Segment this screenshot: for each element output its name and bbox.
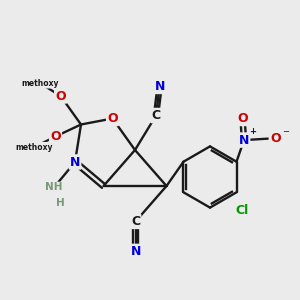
Text: C: C: [152, 109, 160, 122]
Text: methoxy: methoxy: [16, 142, 53, 152]
Text: O: O: [107, 112, 118, 125]
Text: Cl: Cl: [235, 204, 248, 218]
Text: +: +: [250, 127, 256, 136]
Text: O: O: [270, 132, 280, 145]
Text: NH: NH: [45, 182, 63, 193]
Text: N: N: [130, 245, 141, 258]
Text: methoxy: methoxy: [22, 79, 59, 88]
Text: N: N: [70, 155, 80, 169]
Text: N: N: [154, 80, 165, 93]
Text: −: −: [282, 128, 289, 136]
Text: O: O: [55, 89, 66, 103]
Text: O: O: [50, 130, 61, 143]
Text: O: O: [237, 112, 248, 125]
Text: N: N: [239, 134, 249, 147]
Text: H: H: [56, 198, 65, 208]
Text: C: C: [131, 215, 140, 228]
